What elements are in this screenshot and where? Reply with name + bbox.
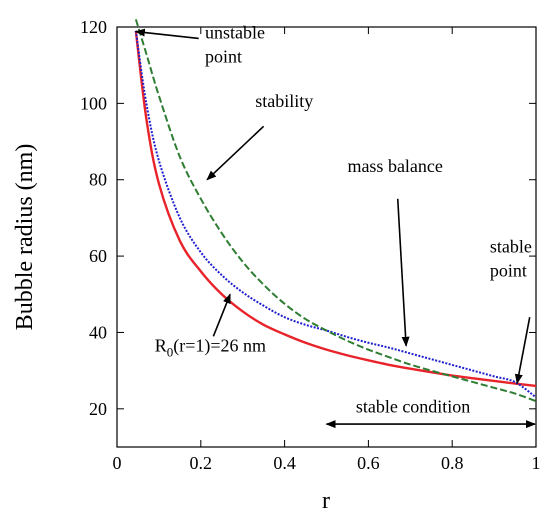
annotation-arrow-stability bbox=[206, 125, 265, 181]
x-axis-ticks: 0 0.2 0.4 0.6 0.8 1 bbox=[113, 27, 541, 473]
y-axis-ticks: 20 40 60 80 100 120 bbox=[80, 17, 536, 419]
x-tick-label: 0 bbox=[113, 453, 122, 473]
annotation-text-stable: point bbox=[490, 260, 527, 280]
stable-condition-label: stable condition bbox=[356, 397, 470, 417]
annotation-arrow-mass bbox=[396, 198, 410, 347]
annotations-layer: unstable point stability mass balance stable… bbox=[134, 22, 536, 429]
y-tick-label: 40 bbox=[89, 322, 107, 342]
x-tick-label: 0.6 bbox=[357, 453, 380, 473]
series-layer bbox=[134, 19, 537, 403]
x-tick-label: 0.2 bbox=[190, 453, 213, 473]
x-axis-title: r bbox=[322, 488, 330, 514]
annotation-text-stable: stable bbox=[490, 236, 532, 256]
series-line-mass-balance bbox=[134, 30, 537, 399]
x-tick-label: 0.4 bbox=[273, 453, 296, 473]
series-line-stability bbox=[134, 19, 537, 403]
annotation-text-unstable: unstable bbox=[205, 22, 265, 42]
series-line-r0-r-1-26-nm bbox=[134, 30, 537, 388]
annotation-text-mass: mass balance bbox=[347, 156, 442, 176]
annotation-text-stability: stability bbox=[255, 91, 313, 111]
y-tick-label: 60 bbox=[89, 246, 107, 266]
x-tick-label: 0.8 bbox=[441, 453, 464, 473]
plot-area bbox=[116, 26, 537, 448]
annotation-text-unstable: point bbox=[205, 46, 242, 66]
x-tick-label: 1 bbox=[532, 453, 541, 473]
annotation-arrow-r0 bbox=[212, 293, 231, 337]
annotation-arrow-unstable bbox=[134, 28, 199, 40]
y-tick-label: 100 bbox=[80, 93, 107, 113]
y-axis-title: Bubble radius (nm) bbox=[12, 144, 38, 331]
annotation-arrow-stable bbox=[514, 317, 531, 385]
y-tick-label: 20 bbox=[89, 399, 107, 419]
annotation-text-r0: R0(r=1)=26 nm bbox=[155, 336, 266, 360]
y-tick-label: 80 bbox=[89, 170, 107, 190]
y-tick-label: 120 bbox=[80, 17, 107, 37]
